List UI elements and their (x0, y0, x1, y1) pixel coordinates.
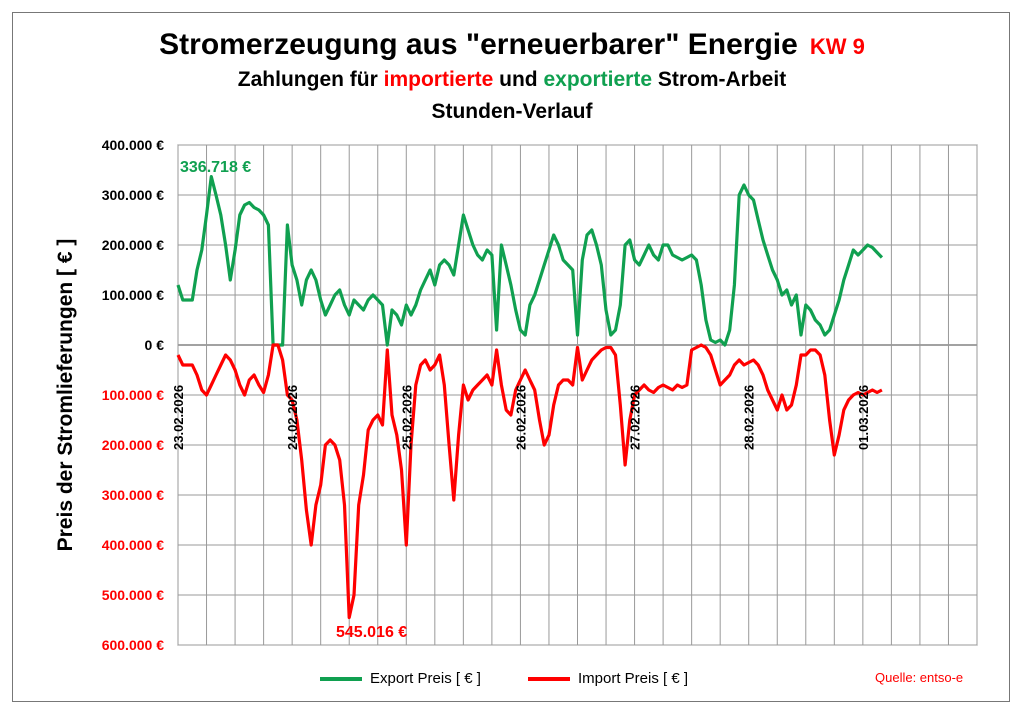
import-series-line (176, 343, 883, 620)
y-tick-label: 600.000 € (102, 637, 164, 653)
x-tick-label: 24.02.2026 (285, 385, 300, 450)
legend-export-swatch (320, 677, 362, 682)
y-tick-label: 100.000 € (102, 387, 164, 403)
export-max-annotation: 336.718 € (180, 159, 251, 176)
source-note: Quelle: entso-e (875, 670, 964, 685)
x-tick-label: 23.02.2026 (171, 385, 186, 450)
week-label: KW 9 (809, 34, 865, 59)
x-tick-label: 01.03.2026 (856, 385, 871, 450)
series-lines (176, 175, 884, 620)
x-tick-label: 27.02.2026 (628, 385, 643, 450)
y-tick-label: 400.000 € (102, 537, 164, 553)
chart-subtitle-2: Stunden-Verlauf (431, 100, 593, 123)
y-axis-label: Preis der Stromlieferungen [ € ] (54, 239, 77, 552)
export-series-line (176, 175, 884, 347)
y-tick-label: 100.000 € (102, 287, 164, 303)
import-max-annotation: 545.016 € (336, 624, 407, 641)
y-tick-label: 200.000 € (102, 437, 164, 453)
y-axis-ticks: 400.000 € 300.000 € 200.000 € 100.000 € 0 € 1… (102, 137, 165, 653)
y-tick-label: 0 € (145, 337, 165, 353)
legend-import: Import Preis [ € ] (528, 670, 688, 687)
x-tick-label: 28.02.2026 (742, 385, 757, 450)
y-tick-label: 300.000 € (102, 487, 164, 503)
y-tick-label: 500.000 € (102, 587, 164, 603)
x-axis-ticks: 23.02.2026 24.02.2026 25.02.2026 26.02.2026… (171, 385, 871, 450)
grid (177, 144, 978, 646)
chart-subtitle: Zahlungen für importierte und exportiert… (237, 68, 787, 91)
y-tick-label: 300.000 € (102, 187, 164, 203)
y-tick-label: 400.000 € (102, 137, 164, 153)
legend-import-swatch (528, 677, 570, 682)
y-tick-label: 200.000 € (102, 237, 164, 253)
chart-title: Stromerzeugung aus "erneuerbarer" Energi… (159, 28, 865, 61)
x-tick-label: 26.02.2026 (513, 385, 528, 450)
x-tick-label: 25.02.2026 (399, 385, 414, 450)
legend-export: Export Preis [ € ] (320, 670, 481, 687)
